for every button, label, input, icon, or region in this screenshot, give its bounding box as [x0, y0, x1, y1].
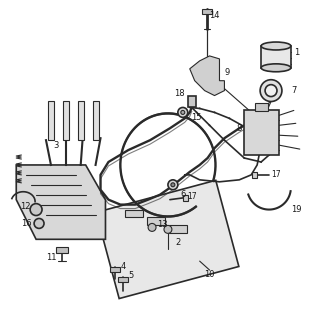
Text: 18: 18 — [174, 89, 185, 98]
Circle shape — [178, 108, 188, 117]
Circle shape — [181, 110, 185, 114]
Text: 9: 9 — [225, 68, 230, 77]
Text: 11: 11 — [46, 253, 56, 262]
Circle shape — [148, 223, 156, 231]
Bar — [147, 218, 165, 225]
Bar — [261, 46, 291, 68]
Polygon shape — [190, 56, 224, 96]
Bar — [169, 225, 187, 233]
Text: 13: 13 — [157, 220, 167, 229]
Text: 5: 5 — [129, 271, 134, 281]
Text: 3: 3 — [53, 140, 59, 150]
Text: 10: 10 — [204, 269, 215, 278]
Polygon shape — [16, 165, 106, 239]
Circle shape — [171, 183, 175, 187]
Bar — [202, 9, 212, 14]
Polygon shape — [96, 180, 239, 299]
Circle shape — [265, 85, 277, 97]
Text: 2: 2 — [175, 238, 180, 247]
Bar — [63, 100, 69, 140]
Text: 19: 19 — [292, 205, 302, 214]
Bar — [125, 210, 143, 218]
Text: 14: 14 — [209, 11, 220, 20]
Bar — [252, 172, 257, 178]
Circle shape — [260, 80, 282, 101]
Circle shape — [34, 219, 44, 228]
Circle shape — [30, 204, 42, 215]
Text: 17: 17 — [187, 192, 196, 201]
Text: 1: 1 — [294, 48, 300, 57]
Bar — [78, 100, 84, 140]
Bar — [56, 247, 68, 253]
Text: 8: 8 — [236, 124, 242, 133]
Ellipse shape — [261, 64, 291, 72]
Text: 16: 16 — [21, 219, 31, 228]
Bar — [92, 100, 99, 140]
Text: 17: 17 — [271, 170, 281, 180]
Text: 4: 4 — [121, 261, 126, 271]
Text: 6: 6 — [180, 190, 186, 199]
Bar — [183, 195, 188, 201]
Bar — [188, 96, 196, 108]
Circle shape — [168, 180, 178, 190]
Bar — [48, 100, 54, 140]
Text: 12: 12 — [20, 202, 30, 211]
Bar — [110, 267, 120, 272]
Bar — [118, 277, 128, 282]
Circle shape — [164, 225, 172, 233]
Text: 7: 7 — [291, 86, 297, 95]
Ellipse shape — [261, 42, 291, 50]
Bar — [244, 110, 279, 155]
Text: 15: 15 — [191, 113, 202, 122]
Bar — [255, 103, 268, 111]
